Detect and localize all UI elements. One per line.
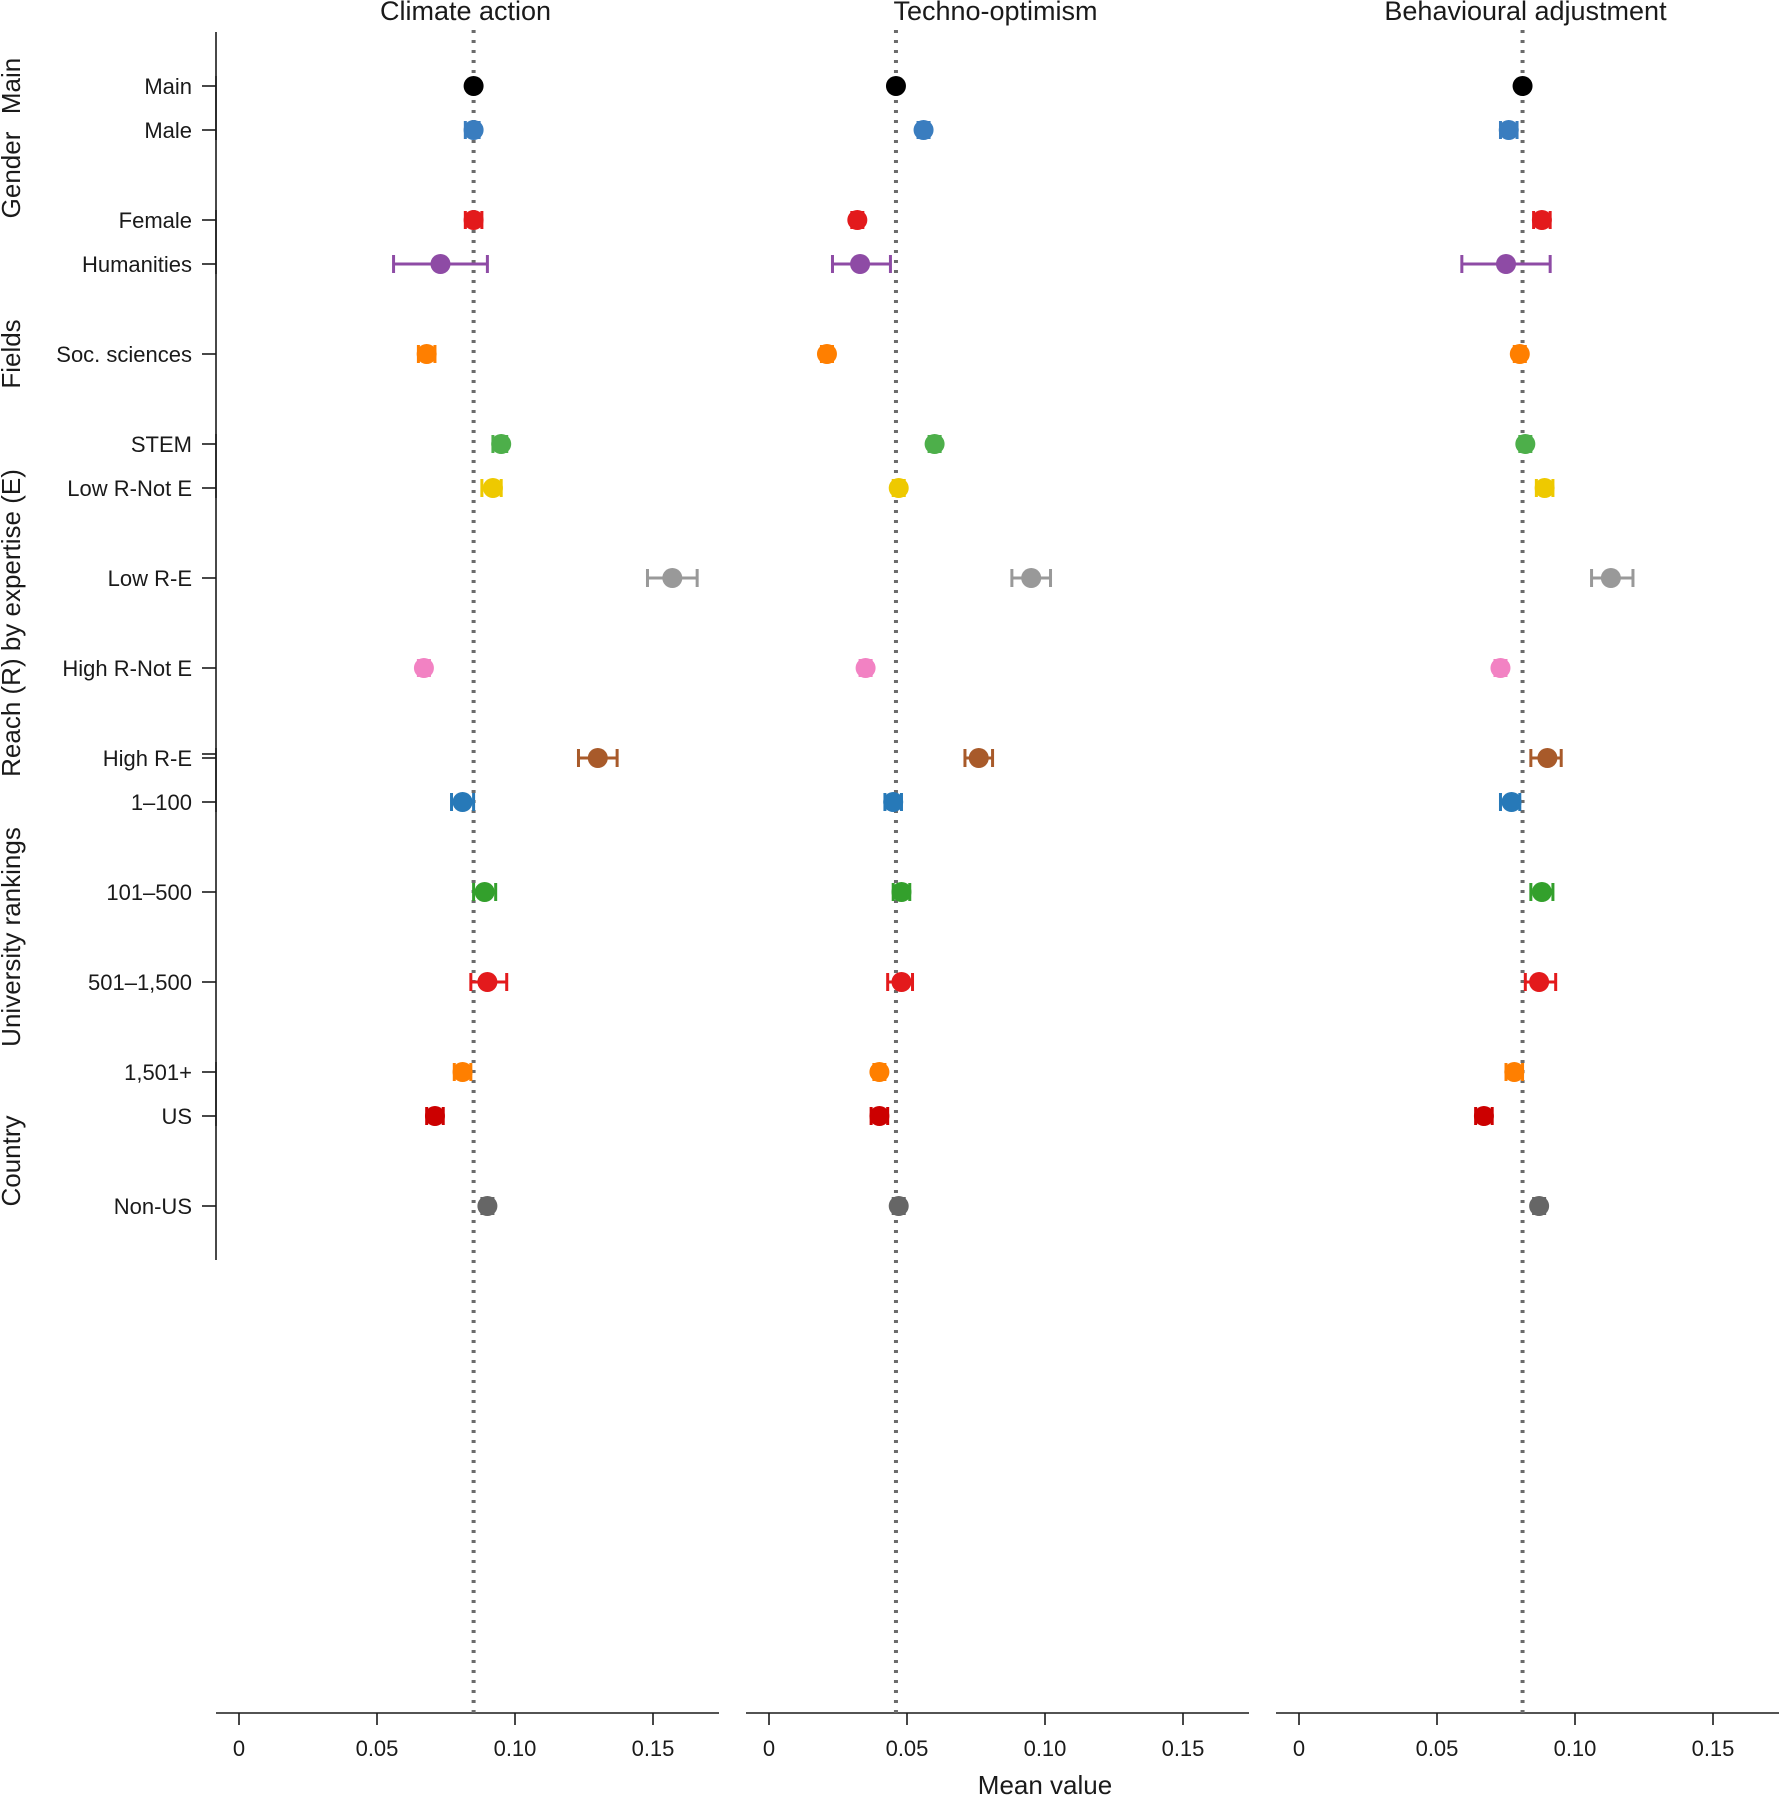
data-point-climate-action-soc-sciences	[416, 344, 437, 364]
data-point-climate-action-female	[463, 210, 484, 230]
data-point-climate-action-male	[463, 120, 484, 140]
data-point-climate-action-501-1-500	[477, 972, 498, 992]
data-point-techno-optimism-high-r-e	[968, 748, 989, 768]
chart-frame: Main Main Gender Male Female Fields Humanities…	[0, 32, 217, 1260]
group-label-university-rankings: University rankings	[0, 827, 26, 1047]
data-point-techno-optimism-stem	[924, 434, 945, 454]
data-point-techno-optimism-male	[913, 120, 934, 140]
data-point-climate-action-non-us	[477, 1196, 498, 1216]
data-point-techno-optimism-1-501	[869, 1062, 890, 1082]
panel-title-behavioural-adjustment: Behavioural adjustment	[1384, 0, 1667, 26]
panel-techno-optimism: Techno-optimism 0 0.05 0.10 0.15	[746, 0, 1249, 1761]
group-label-country: Country	[0, 1115, 26, 1206]
row-label-high-r-e: High R-E	[103, 746, 192, 771]
data-point-behavioural-adjustment-low-r-e	[1600, 568, 1621, 588]
row-label-1-100: 1–100	[131, 790, 192, 815]
data-point-behavioural-adjustment-male	[1498, 120, 1519, 140]
row-label-101-500: 101–500	[106, 880, 192, 905]
group-label-main: Main	[0, 58, 26, 114]
x-tick-label-climate-action-0: 0	[233, 1736, 245, 1761]
row-label-us: US	[161, 1104, 192, 1129]
x-tick-label-techno-optimism-2: 0.10	[1024, 1736, 1067, 1761]
data-point-climate-action-low-r-e	[662, 568, 683, 588]
data-point-climate-action-101-500	[474, 882, 495, 902]
row-label-low-r-not-e: Low R-Not E	[67, 476, 192, 501]
x-tick-label-behavioural-adjustment-3: 0.15	[1692, 1736, 1735, 1761]
data-point-techno-optimism-main	[885, 76, 906, 96]
data-point-techno-optimism-101-500	[891, 882, 912, 902]
data-point-behavioural-adjustment-non-us	[1529, 1196, 1550, 1216]
data-point-behavioural-adjustment-humanities	[1496, 254, 1516, 274]
data-point-behavioural-adjustment-low-r-not-e	[1534, 478, 1555, 498]
group-label-gender: Gender	[0, 131, 26, 218]
data-point-techno-optimism-high-r-not-e	[855, 658, 876, 678]
data-point-behavioural-adjustment-soc-sciences	[1509, 344, 1530, 364]
data-point-behavioural-adjustment-501-1-500	[1529, 972, 1550, 992]
x-tick-label-techno-optimism-0: 0	[763, 1736, 775, 1761]
data-point-behavioural-adjustment-high-r-not-e	[1490, 658, 1511, 678]
panel-title-climate-action: Climate action	[380, 0, 551, 26]
row-label-501-1-500: 501–1,500	[88, 970, 192, 995]
row-label-low-r-e: Low R-E	[108, 566, 192, 591]
x-tick-label-climate-action-2: 0.10	[494, 1736, 537, 1761]
x-tick-label-techno-optimism-3: 0.15	[1162, 1736, 1205, 1761]
data-point-climate-action-stem	[491, 434, 512, 454]
data-point-behavioural-adjustment-1-501	[1504, 1062, 1525, 1082]
data-point-climate-action-main	[463, 76, 484, 96]
panel-title-techno-optimism: Techno-optimism	[893, 0, 1097, 26]
x-tick-label-behavioural-adjustment-2: 0.10	[1554, 1736, 1597, 1761]
data-point-climate-action-humanities	[430, 254, 451, 274]
x-tick-label-techno-optimism-1: 0.05	[886, 1736, 929, 1761]
data-point-techno-optimism-humanities	[850, 254, 871, 274]
row-label-1-501: 1,501+	[124, 1060, 192, 1085]
x-tick-label-behavioural-adjustment-0: 0	[1293, 1736, 1305, 1761]
row-label-stem: STEM	[131, 432, 192, 457]
panel-climate-action: Climate action 0 0.05 0.10 0.15	[216, 0, 719, 1761]
group-label-reach-r-by-expertise-e: Reach (R) by expertise (E)	[0, 469, 26, 777]
data-point-climate-action-1-501	[452, 1062, 473, 1082]
x-tick-label-behavioural-adjustment-1: 0.05	[1416, 1736, 1459, 1761]
data-point-techno-optimism-1-100	[883, 792, 904, 812]
data-point-climate-action-low-r-not-e	[482, 478, 503, 498]
data-point-behavioural-adjustment-101-500	[1531, 882, 1552, 902]
panel-behavioural-adjustment: Behavioural adjustment 0 0.05 0.10 0.15	[1276, 0, 1779, 1761]
row-label-male: Male	[144, 118, 192, 143]
data-point-behavioural-adjustment-stem	[1515, 434, 1536, 454]
data-point-techno-optimism-low-r-e	[1021, 568, 1042, 588]
data-point-techno-optimism-501-1-500	[891, 972, 912, 992]
data-point-climate-action-high-r-not-e	[413, 658, 434, 678]
row-label-high-r-not-e: High R-Not E	[62, 656, 192, 681]
data-point-behavioural-adjustment-high-r-e	[1537, 748, 1558, 768]
x-axis-title: Mean value	[978, 1770, 1112, 1799]
data-point-climate-action-high-r-e	[587, 748, 608, 768]
data-point-behavioural-adjustment-female	[1531, 210, 1552, 230]
data-point-climate-action-us	[424, 1106, 445, 1126]
data-point-techno-optimism-low-r-not-e	[888, 478, 909, 498]
x-tick-label-climate-action-3: 0.15	[632, 1736, 675, 1761]
x-tick-label-climate-action-1: 0.05	[356, 1736, 399, 1761]
row-label-female: Female	[119, 208, 192, 233]
row-label-main: Main	[144, 74, 192, 99]
row-label-non-us: Non-US	[114, 1194, 192, 1219]
data-point-behavioural-adjustment-us	[1473, 1106, 1494, 1126]
data-point-techno-optimism-non-us	[888, 1196, 909, 1216]
row-label-soc-sciences: Soc. sciences	[56, 342, 192, 367]
data-point-techno-optimism-soc-sciences	[816, 344, 837, 364]
data-point-techno-optimism-us	[869, 1106, 890, 1126]
data-point-climate-action-1-100	[452, 792, 473, 812]
data-point-techno-optimism-female	[847, 210, 868, 230]
group-label-fields: Fields	[0, 319, 26, 388]
data-point-behavioural-adjustment-1-100	[1501, 792, 1522, 812]
data-point-behavioural-adjustment-main	[1512, 76, 1533, 96]
row-label-humanities: Humanities	[82, 252, 192, 277]
